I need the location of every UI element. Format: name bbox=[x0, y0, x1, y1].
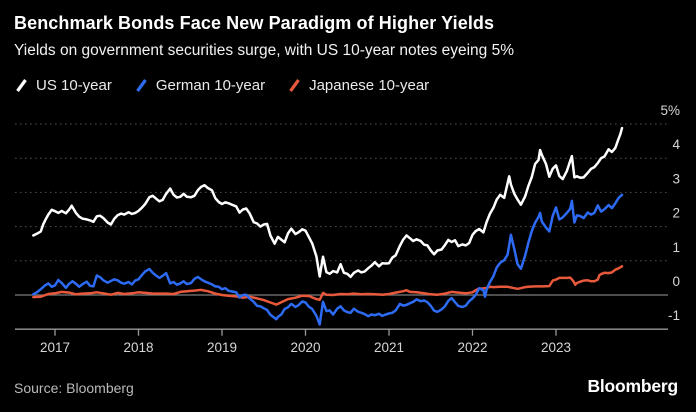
chart-subtitle: Yields on government securities surge, w… bbox=[14, 42, 514, 59]
series-line-german-10-year bbox=[32, 193, 624, 326]
y-axis-label: 2 bbox=[672, 206, 680, 221]
y-axis-label: 5% bbox=[660, 103, 680, 118]
chart-legend: US 10-year German 10-year Japanese 10-ye… bbox=[14, 77, 429, 94]
y-axis-label: 1 bbox=[672, 240, 680, 255]
bloomberg-logo: Bloomberg bbox=[587, 376, 678, 396]
x-axis-label: 2017 bbox=[40, 340, 70, 355]
y-axis-label: 3 bbox=[672, 171, 680, 186]
page-title: Benchmark Bonds Face New Paradigm of Hig… bbox=[14, 13, 495, 33]
legend-item-us-10-year: US 10-year bbox=[14, 77, 112, 94]
legend-label-us: US 10-year bbox=[36, 77, 112, 94]
y-axis-label: -1 bbox=[668, 308, 680, 323]
japanese-series-slash-icon bbox=[289, 79, 300, 92]
legend-item-japanese-10-year: Japanese 10-year bbox=[287, 77, 429, 94]
us-series-slash-icon bbox=[16, 79, 27, 92]
x-axis-label: 2019 bbox=[207, 340, 237, 355]
japanese-series-slash-line bbox=[289, 79, 300, 92]
legend-label-japanese: Japanese 10-year bbox=[309, 77, 430, 94]
german-series-slash-icon bbox=[136, 79, 147, 92]
y-axis-label: 4 bbox=[672, 137, 680, 152]
source-attribution: Source: Bloomberg bbox=[14, 380, 134, 396]
x-axis-label: 2022 bbox=[457, 340, 487, 355]
x-axis-label: 2023 bbox=[541, 340, 571, 355]
x-axis-label: 2021 bbox=[374, 340, 404, 355]
y-axis-label: 0 bbox=[672, 274, 680, 289]
series-line-us-10-year bbox=[32, 126, 624, 279]
x-axis-label: 2020 bbox=[290, 340, 320, 355]
us-series-slash-line bbox=[16, 79, 27, 92]
german-series-slash-line bbox=[136, 79, 147, 92]
legend-label-german: German 10-year bbox=[155, 77, 266, 94]
series-line-japanese-10-year bbox=[32, 265, 624, 306]
legend-item-german-10-year: German 10-year bbox=[134, 77, 265, 94]
x-axis-label: 2018 bbox=[123, 340, 153, 355]
